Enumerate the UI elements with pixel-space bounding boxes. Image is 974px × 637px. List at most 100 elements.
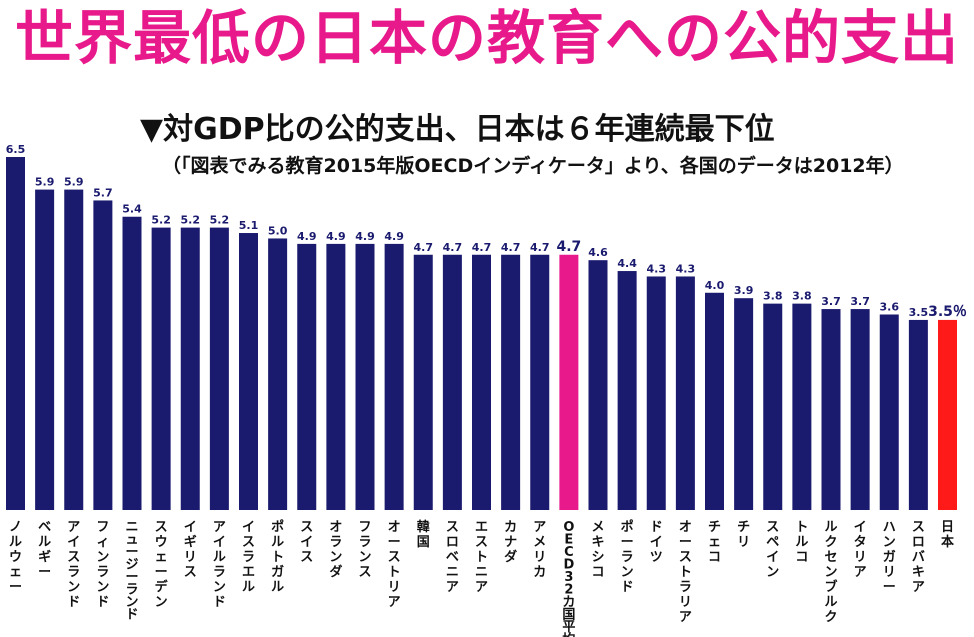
bar xyxy=(763,303,783,510)
bar-value-label: 3.7 xyxy=(821,295,841,308)
bar-value-label: 4.9 xyxy=(326,230,346,243)
bar xyxy=(355,243,375,510)
bar-value-label: 5.2 xyxy=(210,214,230,227)
category-label: フィンランド xyxy=(96,520,109,610)
bar-value-label: 3.5 xyxy=(909,306,929,319)
category-label: スウェーデン xyxy=(155,520,169,610)
bar-value-label: 3.8 xyxy=(763,290,783,303)
bar-value-label: 5.0 xyxy=(268,224,288,237)
bar-value-label: 5.2 xyxy=(151,214,171,227)
bar xyxy=(675,276,695,510)
category-label: 韓国 xyxy=(417,519,430,550)
category-label: ポルトガル xyxy=(271,519,284,595)
bar-value-label: 5.9 xyxy=(64,176,84,189)
bar xyxy=(122,216,142,510)
category-label: ノルウェー xyxy=(9,520,22,595)
bar xyxy=(209,227,229,510)
category-label: ニュージーランド xyxy=(125,520,138,623)
category-label: イギリス xyxy=(184,520,197,580)
bar-value-label: 4.7 xyxy=(414,241,434,254)
bar-value-label: 4.7 xyxy=(556,239,581,255)
bar xyxy=(588,260,608,510)
category-label: オーストラリア xyxy=(679,520,692,625)
bar-value-label: 4.0 xyxy=(705,279,725,292)
bar xyxy=(705,292,724,510)
bar xyxy=(180,227,200,510)
bar-value-label: 5.2 xyxy=(181,214,201,227)
bar-value-label: 4.3 xyxy=(676,262,696,275)
category-label: アイルランド xyxy=(213,520,226,610)
bar xyxy=(821,309,841,510)
bar xyxy=(151,227,171,510)
bar-value-label: 3.5％ xyxy=(928,304,967,320)
category-label: トルコ xyxy=(795,520,808,565)
category-label: イスラエル xyxy=(242,520,255,595)
category-label: カナダ xyxy=(504,520,517,565)
bar-value-label: 5.9 xyxy=(35,176,55,189)
bar-value-label: 6.5 xyxy=(6,143,26,156)
category-label: スロバキア xyxy=(912,520,925,595)
bar xyxy=(472,254,491,510)
bar xyxy=(413,254,433,510)
category-label: ルクセンブルク xyxy=(824,520,837,625)
category-label: ハンガリー xyxy=(883,520,896,595)
category-label: チェコ xyxy=(708,520,721,565)
bar xyxy=(938,319,957,510)
bar-value-label: 4.9 xyxy=(297,230,317,243)
bar-value-label: 4.4 xyxy=(617,257,637,270)
category-label: オランダ xyxy=(329,520,342,580)
bar xyxy=(326,243,346,510)
category-label: スペイン xyxy=(766,520,779,580)
bar xyxy=(93,200,113,510)
bar-value-label: 5.4 xyxy=(122,203,142,216)
category-label: アイスランド xyxy=(67,520,80,610)
category-label: ポーランド xyxy=(621,519,634,595)
bar xyxy=(646,276,666,510)
bar-value-label: 3.9 xyxy=(734,284,754,297)
bar xyxy=(501,254,521,510)
chart-title: 世界最低の日本の教育への公的支出 xyxy=(14,4,959,72)
bar xyxy=(530,254,550,510)
bar-value-label: 4.7 xyxy=(472,241,492,254)
category-label: 日本 xyxy=(941,520,954,550)
category-label: OECD32カ国平均 xyxy=(562,520,575,637)
category-label: ドイツ xyxy=(650,520,663,565)
category-label: スイス xyxy=(300,520,313,565)
bar-value-label: 3.8 xyxy=(792,290,812,303)
bar-value-label: 4.9 xyxy=(355,230,375,243)
category-label: ベルギー xyxy=(38,520,51,580)
bar-value-label: 3.7 xyxy=(850,295,870,308)
category-label: フランス xyxy=(358,520,371,580)
category-label: オーストリア xyxy=(388,520,401,610)
bar-value-label: 4.9 xyxy=(384,230,404,243)
bar-value-label: 4.6 xyxy=(588,246,608,259)
bar-value-label: 4.3 xyxy=(647,262,667,275)
category-label: チリ xyxy=(737,520,750,550)
bar-value-label: 4.7 xyxy=(443,241,463,254)
bar xyxy=(297,243,317,510)
bar-value-label: 4.7 xyxy=(530,241,550,254)
bar-value-label: 4.7 xyxy=(501,241,521,254)
category-label: スロベニア xyxy=(446,520,459,595)
bar xyxy=(239,233,258,510)
bar xyxy=(6,157,25,510)
bar xyxy=(617,271,637,510)
chart-subtitle: ▼対GDP比の公的支出、日本は６年連続最下位 xyxy=(140,112,775,147)
bar xyxy=(559,254,579,510)
bar xyxy=(64,189,84,511)
bar xyxy=(384,243,404,510)
bar xyxy=(734,298,754,510)
bar xyxy=(35,189,55,511)
chart-source-note: （「図表でみる教育2015年版OECDインディケータ」より、各国のデータは201… xyxy=(162,155,904,177)
category-label: イタリア xyxy=(854,520,867,580)
bar xyxy=(268,238,288,510)
bar xyxy=(792,303,812,510)
bar-value-label: 5.7 xyxy=(93,186,113,199)
category-label: アメリカ xyxy=(533,520,546,580)
bar-value-label: 5.1 xyxy=(239,219,259,232)
bar xyxy=(908,319,928,510)
category-label: エストニア xyxy=(475,520,488,595)
bar xyxy=(442,254,462,510)
bar xyxy=(850,309,870,510)
